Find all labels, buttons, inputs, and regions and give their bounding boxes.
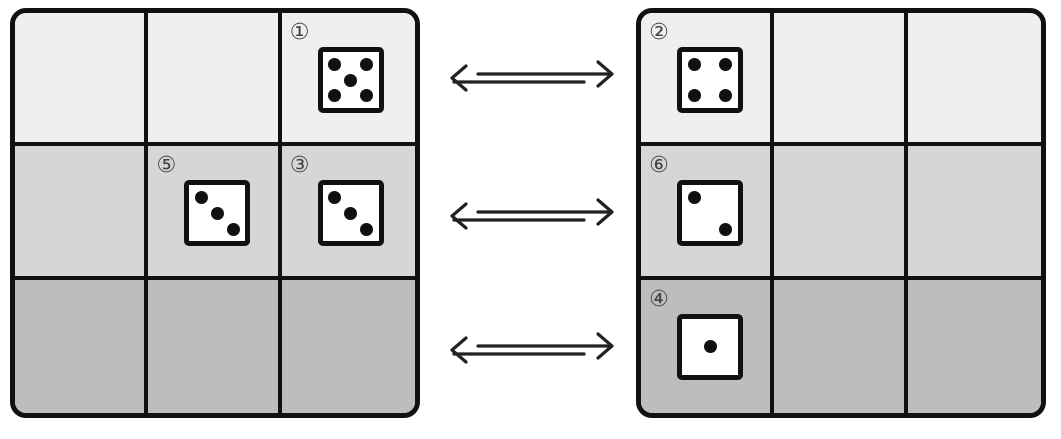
grid-cell bbox=[774, 146, 908, 280]
die-pip bbox=[328, 191, 342, 205]
die-pip bbox=[328, 89, 342, 103]
grid-cell bbox=[774, 279, 908, 413]
die-number-label: ⑥ bbox=[649, 153, 669, 179]
die-pip bbox=[359, 222, 373, 236]
die-pip bbox=[195, 191, 209, 205]
right-board: ② ⑥ ④ bbox=[636, 8, 1046, 418]
grid-cell: ② bbox=[641, 13, 775, 147]
grid-cell bbox=[907, 279, 1041, 413]
die-pip bbox=[719, 222, 733, 236]
grid-cell: ③ bbox=[281, 146, 415, 280]
die-pip bbox=[344, 73, 358, 87]
grid-cell: ① bbox=[281, 13, 415, 147]
left-board: ① ⑤ ③ bbox=[10, 8, 420, 418]
die-icon bbox=[677, 313, 743, 380]
die-number-label: ④ bbox=[649, 286, 669, 312]
grid-cell bbox=[148, 13, 282, 147]
die-pip bbox=[719, 57, 733, 71]
die-number-label: ③ bbox=[289, 153, 310, 179]
grid-cell bbox=[907, 13, 1041, 147]
die-pip bbox=[687, 89, 701, 103]
die-pip bbox=[344, 206, 358, 220]
die-pip bbox=[210, 206, 224, 220]
die-number-label: ① bbox=[289, 20, 310, 45]
die-icon bbox=[184, 180, 251, 247]
double-arrow-row-3 bbox=[450, 332, 614, 364]
die-pip bbox=[359, 57, 373, 71]
grid-cell: ④ bbox=[641, 279, 775, 413]
die-pip bbox=[226, 222, 240, 236]
die-number-label: ② bbox=[649, 20, 669, 45]
double-arrow-row-2 bbox=[450, 198, 614, 230]
die-icon bbox=[677, 47, 743, 113]
die-number-label: ⑤ bbox=[156, 153, 177, 179]
grid-cell bbox=[148, 279, 282, 413]
grid-cell bbox=[907, 146, 1041, 280]
die-pip bbox=[328, 57, 342, 71]
grid-cell bbox=[15, 13, 149, 147]
die-icon bbox=[677, 180, 743, 247]
die-icon bbox=[317, 180, 384, 247]
die-pip bbox=[687, 191, 701, 205]
grid-cell bbox=[15, 146, 149, 280]
die-pip bbox=[359, 89, 373, 103]
grid-cell: ⑤ bbox=[148, 146, 282, 280]
grid-cell: ⑥ bbox=[641, 146, 775, 280]
grid-cell bbox=[15, 279, 149, 413]
grid-cell bbox=[774, 13, 908, 147]
die-icon bbox=[317, 47, 384, 113]
double-arrow-row-1 bbox=[450, 60, 614, 92]
die-pip bbox=[703, 340, 717, 354]
die-pip bbox=[687, 57, 701, 71]
die-pip bbox=[719, 89, 733, 103]
grid-cell bbox=[281, 279, 415, 413]
